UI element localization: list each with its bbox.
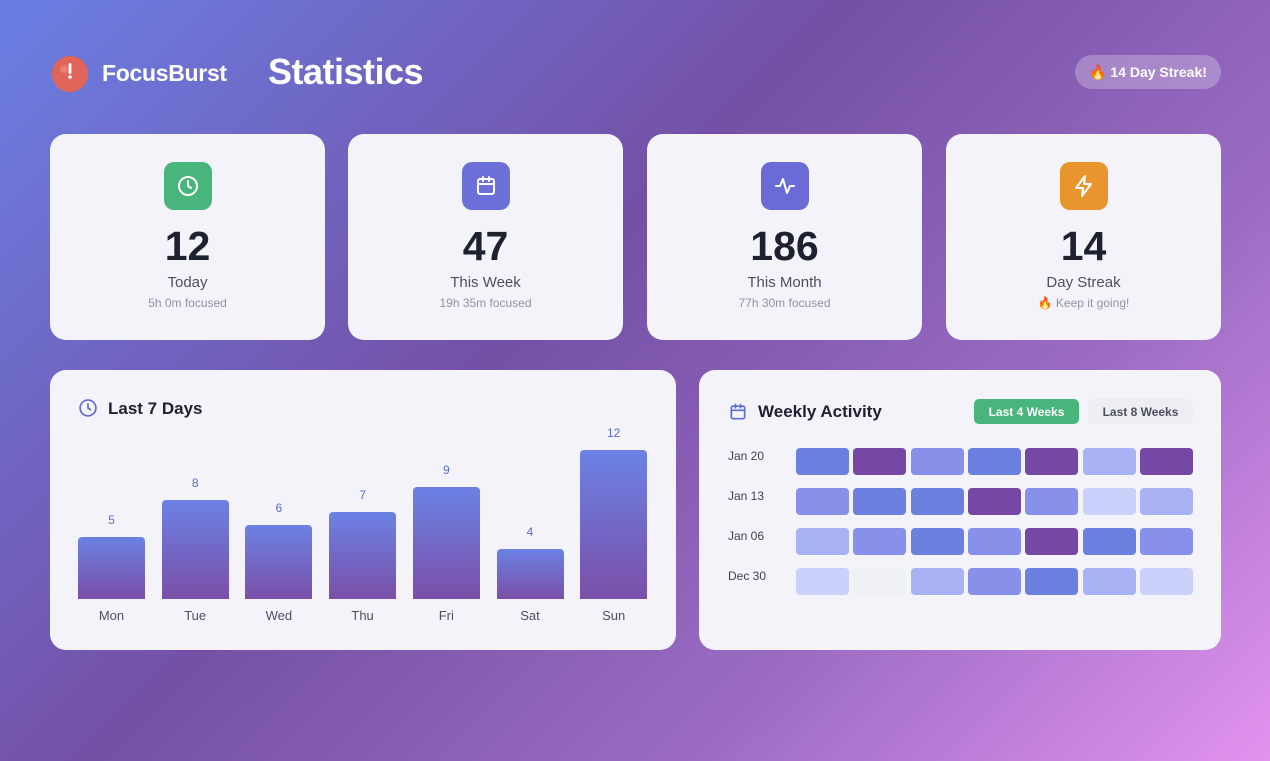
- heatmap-cell[interactable]: [1025, 528, 1079, 555]
- week-label: Jan 06: [728, 529, 765, 543]
- stat-card-month: 186 This Month 77h 30m focused: [647, 134, 922, 340]
- weekly-activity-title: Weekly Activity: [758, 402, 882, 421]
- heatmap-cell[interactable]: [910, 528, 964, 555]
- bar-value-label: 8: [191, 475, 199, 490]
- stat-label: Today: [167, 274, 208, 291]
- stat-subtext: 77h 30m focused: [738, 296, 831, 310]
- bar-day-label: Thu: [351, 608, 374, 623]
- bar-thu: [329, 512, 397, 599]
- stat-card-streak: 14 Day Streak 🔥 Keep it going!: [946, 134, 1221, 340]
- heatmap-cell[interactable]: [910, 448, 964, 475]
- bar-day-label: Sat: [520, 608, 540, 623]
- heatmap-cell[interactable]: [796, 568, 849, 595]
- bar-day-label: Wed: [265, 608, 293, 623]
- week-label: Dec 30: [728, 569, 767, 583]
- stat-label: This Month: [747, 274, 822, 291]
- stat-subtext: 🔥 Keep it going!: [1037, 296, 1130, 310]
- clock-icon: [78, 398, 98, 418]
- heatmap-cell[interactable]: [967, 448, 1021, 475]
- bar-value-label: 12: [607, 426, 621, 440]
- heatmap-cell[interactable]: [1082, 528, 1136, 555]
- calendar-icon: [728, 402, 748, 422]
- bar-value-label: 6: [275, 500, 283, 515]
- bar-wed: [245, 524, 313, 599]
- stat-card-today: 12 Today 5h 0m focused: [50, 134, 325, 340]
- stat-value: 14: [1060, 223, 1107, 269]
- last-7-days-title: Last 7 Days: [108, 399, 203, 418]
- tab-last-4-weeks[interactable]: Last 4 Weeks: [974, 399, 1079, 424]
- heatmap-cell[interactable]: [967, 568, 1021, 595]
- app-name: FocusBurst: [102, 60, 227, 86]
- bar-value-label: 7: [359, 488, 366, 503]
- heatmap-cell[interactable]: [1082, 568, 1136, 595]
- clock-icon: [164, 162, 212, 210]
- stat-label: This Week: [450, 274, 521, 291]
- bar-day-label: Fri: [438, 608, 454, 623]
- activity-heatmap: Jan 20 Jan 13 Jan 06 Dec 30: [699, 370, 1221, 650]
- heatmap-cell[interactable]: [1139, 488, 1193, 515]
- bar-value-label: 5: [108, 512, 115, 527]
- bar-value-label: 9: [442, 463, 450, 478]
- heatmap-cell[interactable]: [796, 488, 849, 515]
- heatmap-cell[interactable]: [910, 488, 964, 515]
- bar-fri: [412, 487, 480, 599]
- heatmap-cell[interactable]: [1082, 448, 1136, 475]
- bar-day-label: Mon: [98, 608, 125, 623]
- heatmap-cell[interactable]: [796, 528, 849, 555]
- stat-value: 47: [462, 223, 509, 269]
- heatmap-cell[interactable]: [967, 488, 1021, 515]
- stat-value: 186: [750, 223, 819, 269]
- bar-chart: 5 Mon 8 Tue 6 Wed 7 Thu 9 Fri 4 Sat 12 Sun: [50, 370, 676, 650]
- stat-card-week: 47 This Week 19h 35m focused: [348, 134, 623, 340]
- heatmap-cell[interactable]: [1025, 488, 1079, 515]
- page-title: Statistics: [268, 51, 424, 92]
- weekly-activity-panel: Weekly Activity Last 4 Weeks Last 8 Week…: [699, 370, 1221, 650]
- heatmap-cell[interactable]: [853, 488, 907, 515]
- focusburst-logo-icon: [52, 56, 88, 92]
- heatmap-cell[interactable]: [1139, 528, 1193, 555]
- heatmap-cell[interactable]: [853, 568, 907, 595]
- week-label: Jan 13: [728, 489, 765, 503]
- bar-tue: [161, 499, 229, 599]
- heatmap-cell[interactable]: [1082, 488, 1136, 515]
- bar-value-label: 4: [526, 525, 534, 540]
- heatmap-cell[interactable]: [853, 448, 907, 475]
- heatmap-cell[interactable]: [1139, 568, 1193, 595]
- bar-day-label: Tue: [184, 608, 207, 623]
- lightning-icon: [1060, 162, 1108, 210]
- bar-mon: [78, 536, 145, 599]
- heatmap-cell[interactable]: [853, 528, 907, 555]
- heatmap-cell[interactable]: [1139, 448, 1193, 475]
- heatmap-cell[interactable]: [910, 568, 964, 595]
- streak-badge: 🔥 14 Day Streak!: [1075, 55, 1221, 89]
- stat-value: 12: [164, 223, 211, 269]
- activity-icon: [761, 162, 809, 210]
- last-7-days-panel: Last 7 Days 5 Mon 8 Tue 6 Wed 7 Thu 9 Fri 4 Sat 12 Su…: [50, 370, 676, 650]
- bar-day-label: Sun: [602, 608, 626, 623]
- heatmap-cell[interactable]: [1025, 568, 1079, 595]
- bar-sun: [580, 450, 648, 599]
- stat-label: Day Streak: [1046, 274, 1121, 291]
- tab-last-8-weeks[interactable]: Last 8 Weeks: [1088, 399, 1193, 424]
- heatmap-cell[interactable]: [1025, 448, 1079, 475]
- stat-subtext: 5h 0m focused: [148, 296, 227, 310]
- week-label: Jan 20: [728, 449, 765, 463]
- bar-sat: [496, 549, 564, 599]
- heatmap-cell[interactable]: [796, 448, 849, 475]
- calendar-icon: [462, 162, 510, 210]
- stat-subtext: 19h 35m focused: [439, 296, 532, 310]
- heatmap-cell[interactable]: [967, 528, 1021, 555]
